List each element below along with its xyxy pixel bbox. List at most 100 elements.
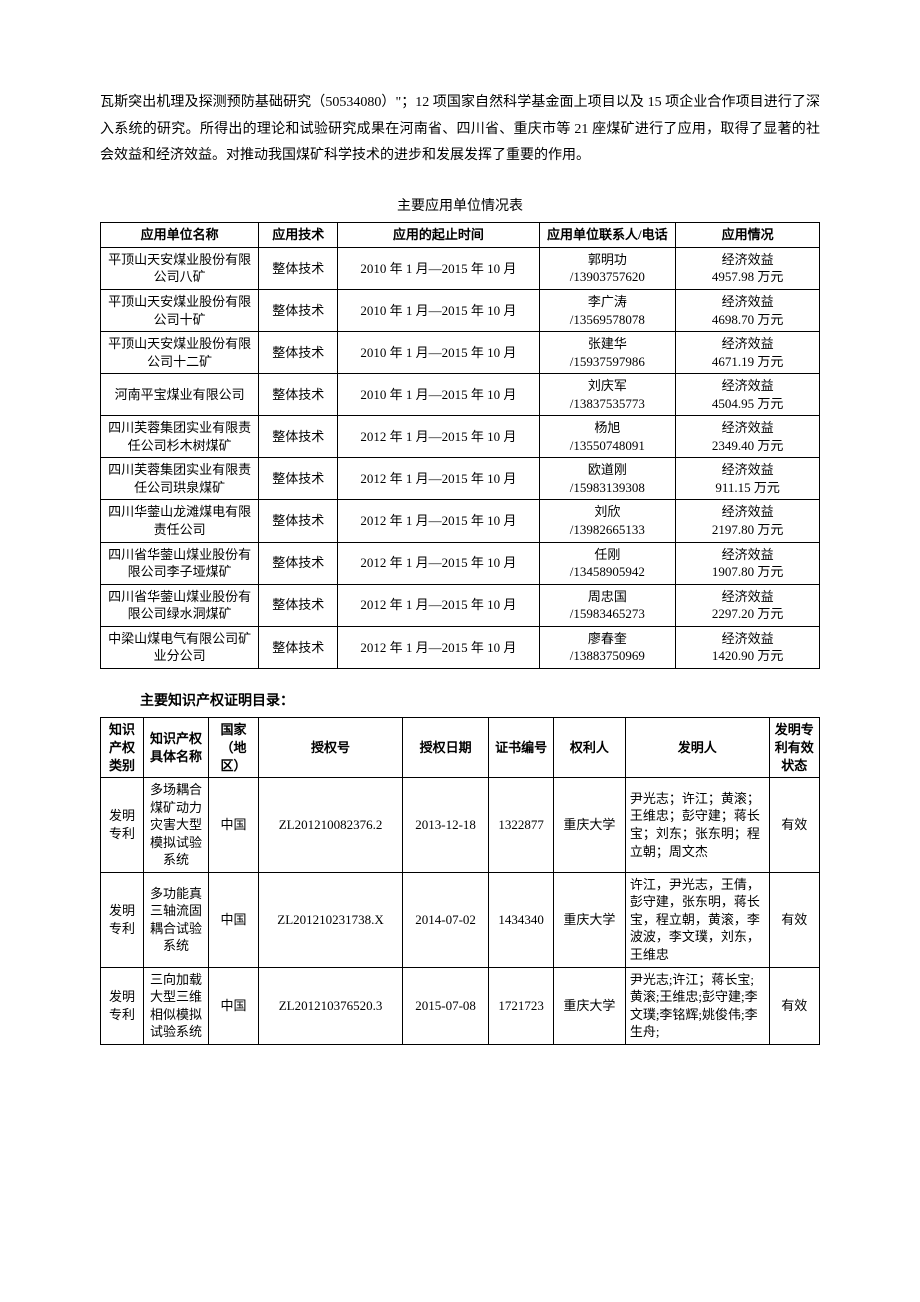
table-cell: 经济效益2349.40 万元 (676, 416, 820, 458)
table-cell: 2013-12-18 (402, 778, 488, 873)
table-cell: 重庆大学 (553, 872, 625, 967)
table-cell: 中国 (208, 967, 258, 1044)
table-cell: 周忠国/15983465273 (539, 584, 676, 626)
table-cell: 许江，尹光志，王倩，彭守建，张东明，蒋长宝，程立朝，黄滚，李波波，李文璞，刘东，… (625, 872, 769, 967)
table-cell: 李广涛/13569578078 (539, 290, 676, 332)
table-cell: 整体技术 (259, 458, 338, 500)
table-cell: 2012 年 1 月—2015 年 10 月 (338, 458, 539, 500)
t1-h4: 应用情况 (676, 223, 820, 248)
table-cell: 2010 年 1 月—2015 年 10 月 (338, 374, 539, 416)
table-row: 中梁山煤电气有限公司矿业分公司整体技术2012 年 1 月—2015 年 10 … (101, 626, 820, 668)
table-cell: 2015-07-08 (402, 967, 488, 1044)
table-cell: 整体技术 (259, 247, 338, 289)
table-cell: 欧道刚/15983139308 (539, 458, 676, 500)
ip-section-title: 主要知识产权证明目录： (140, 689, 820, 716)
table-cell: ZL201210082376.2 (259, 778, 403, 873)
table-cell: 2012 年 1 月—2015 年 10 月 (338, 416, 539, 458)
table2-header-row: 知识产权类别 知识产权具体名称 国家（地区） 授权号 授权日期 证书编号 权利人… (101, 718, 820, 778)
intro-paragraph: 瓦斯突出机理及探测预防基础研究（50534080）"；12 项国家自然科学基金面… (100, 90, 820, 170)
table-cell: 平顶山天安煤业股份有限公司八矿 (101, 247, 259, 289)
table-cell: 2012 年 1 月—2015 年 10 月 (338, 626, 539, 668)
table-cell: 整体技术 (259, 584, 338, 626)
table-row: 平顶山天安煤业股份有限公司十矿整体技术2010 年 1 月—2015 年 10 … (101, 290, 820, 332)
table-cell: 经济效益911.15 万元 (676, 458, 820, 500)
ip-table: 知识产权类别 知识产权具体名称 国家（地区） 授权号 授权日期 证书编号 权利人… (100, 717, 820, 1044)
table-row: 四川华蓥山龙滩煤电有限责任公司整体技术2012 年 1 月—2015 年 10 … (101, 500, 820, 542)
table-cell: 整体技术 (259, 500, 338, 542)
table-cell: 2010 年 1 月—2015 年 10 月 (338, 332, 539, 374)
table-row: 四川省华蓥山煤业股份有限公司绿水洞煤矿整体技术2012 年 1 月—2015 年… (101, 584, 820, 626)
table-cell: 张建华/15937597986 (539, 332, 676, 374)
table-cell: 经济效益1907.80 万元 (676, 542, 820, 584)
table-row: 四川芙蓉集团实业有限责任公司珙泉煤矿整体技术2012 年 1 月—2015 年 … (101, 458, 820, 500)
table-cell: 中国 (208, 778, 258, 873)
table-cell: 尹光志;许江；蒋长宝;黄滚;王维忠;彭守建;李文璞;李铭辉;姚俊伟;李生舟; (625, 967, 769, 1044)
table-cell: 整体技术 (259, 290, 338, 332)
table-cell: 发明专利 (101, 967, 144, 1044)
table-cell: 2012 年 1 月—2015 年 10 月 (338, 584, 539, 626)
table-cell: 1322877 (489, 778, 554, 873)
t2-h2: 国家（地区） (208, 718, 258, 778)
table-cell: 1721723 (489, 967, 554, 1044)
table-cell: 整体技术 (259, 332, 338, 374)
table-cell: 刘庆军/13837535773 (539, 374, 676, 416)
t2-h1: 知识产权具体名称 (144, 718, 209, 778)
table-cell: 2012 年 1 月—2015 年 10 月 (338, 542, 539, 584)
t1-h0: 应用单位名称 (101, 223, 259, 248)
table-cell: 整体技术 (259, 542, 338, 584)
table-row: 平顶山天安煤业股份有限公司八矿整体技术2010 年 1 月—2015 年 10 … (101, 247, 820, 289)
table-cell: 任刚/13458905942 (539, 542, 676, 584)
table-cell: 尹光志；许江；黄滚；王维忠；彭守建；蒋长宝；刘东；张东明；程立朝；周文杰 (625, 778, 769, 873)
table-cell: 2012 年 1 月—2015 年 10 月 (338, 500, 539, 542)
table-cell: 经济效益2197.80 万元 (676, 500, 820, 542)
table-cell: 四川省华蓥山煤业股份有限公司李子垭煤矿 (101, 542, 259, 584)
table-cell: ZL201210376520.3 (259, 967, 403, 1044)
table-cell: 廖春奎/13883750969 (539, 626, 676, 668)
table-cell: 2010 年 1 月—2015 年 10 月 (338, 247, 539, 289)
table-row: 发明专利多功能真三轴流固耦合试验系统中国ZL201210231738.X2014… (101, 872, 820, 967)
table-cell: 整体技术 (259, 626, 338, 668)
table-cell: 平顶山天安煤业股份有限公司十矿 (101, 290, 259, 332)
table-cell: 郭明功/13903757620 (539, 247, 676, 289)
table1-title: 主要应用单位情况表 (100, 194, 820, 221)
table-cell: 三向加载大型三维相似模拟试验系统 (144, 967, 209, 1044)
table-cell: 经济效益2297.20 万元 (676, 584, 820, 626)
table-cell: 经济效益1420.90 万元 (676, 626, 820, 668)
table-row: 四川省华蓥山煤业股份有限公司李子垭煤矿整体技术2012 年 1 月—2015 年… (101, 542, 820, 584)
table-cell: 中国 (208, 872, 258, 967)
table-row: 发明专利三向加载大型三维相似模拟试验系统中国ZL201210376520.320… (101, 967, 820, 1044)
table-cell: 四川省华蓥山煤业股份有限公司绿水洞煤矿 (101, 584, 259, 626)
table-cell: 发明专利 (101, 778, 144, 873)
t2-h5: 证书编号 (489, 718, 554, 778)
table-cell: 整体技术 (259, 416, 338, 458)
table-cell: 四川芙蓉集团实业有限责任公司杉木树煤矿 (101, 416, 259, 458)
table-cell: 2010 年 1 月—2015 年 10 月 (338, 290, 539, 332)
table-cell: 经济效益4957.98 万元 (676, 247, 820, 289)
table-cell: 整体技术 (259, 374, 338, 416)
table-row: 河南平宝煤业有限公司整体技术2010 年 1 月—2015 年 10 月刘庆军/… (101, 374, 820, 416)
t2-h3: 授权号 (259, 718, 403, 778)
t2-h8: 发明专利有效状态 (769, 718, 819, 778)
table-cell: 四川芙蓉集团实业有限责任公司珙泉煤矿 (101, 458, 259, 500)
table-cell: 经济效益4671.19 万元 (676, 332, 820, 374)
t2-h4: 授权日期 (402, 718, 488, 778)
table-cell: 刘欣/13982665133 (539, 500, 676, 542)
table-cell: 有效 (769, 967, 819, 1044)
table-cell: 有效 (769, 778, 819, 873)
table-cell: 杨旭/13550748091 (539, 416, 676, 458)
table-cell: 1434340 (489, 872, 554, 967)
table-cell: 经济效益4698.70 万元 (676, 290, 820, 332)
table-cell: 多场耦合煤矿动力灾害大型模拟试验系统 (144, 778, 209, 873)
application-units-table: 应用单位名称 应用技术 应用的起止时间 应用单位联系人/电话 应用情况 平顶山天… (100, 222, 820, 668)
t2-h6: 权利人 (553, 718, 625, 778)
table-row: 平顶山天安煤业股份有限公司十二矿整体技术2010 年 1 月—2015 年 10… (101, 332, 820, 374)
t1-h3: 应用单位联系人/电话 (539, 223, 676, 248)
table-cell: 2014-07-02 (402, 872, 488, 967)
table-cell: ZL201210231738.X (259, 872, 403, 967)
table-row: 四川芙蓉集团实业有限责任公司杉木树煤矿整体技术2012 年 1 月—2015 年… (101, 416, 820, 458)
table-cell: 河南平宝煤业有限公司 (101, 374, 259, 416)
table-cell: 重庆大学 (553, 967, 625, 1044)
t1-h1: 应用技术 (259, 223, 338, 248)
t2-h0: 知识产权类别 (101, 718, 144, 778)
table-row: 发明专利多场耦合煤矿动力灾害大型模拟试验系统中国ZL201210082376.2… (101, 778, 820, 873)
